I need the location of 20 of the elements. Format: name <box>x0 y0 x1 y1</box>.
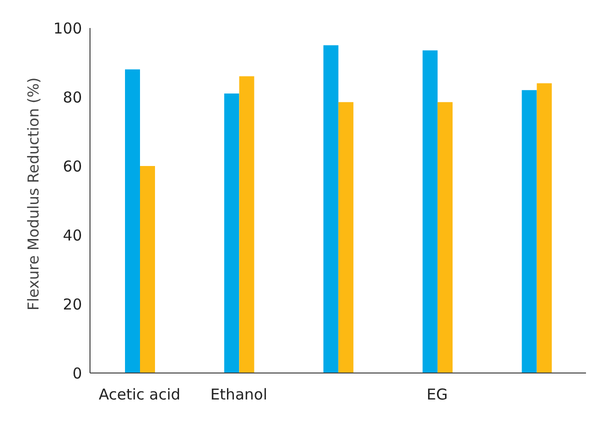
bar <box>438 102 453 373</box>
bar <box>224 94 240 373</box>
x-tick-label: Ethanol <box>210 386 268 404</box>
x-tick-label: EG <box>426 386 448 404</box>
bar <box>125 69 140 373</box>
bar <box>536 83 552 373</box>
y-tick-label: 80 <box>62 88 82 106</box>
bar <box>522 90 537 373</box>
y-tick-label: 100 <box>53 19 82 38</box>
bar <box>140 166 155 373</box>
bar <box>239 76 254 373</box>
y-tick-label: 60 <box>62 157 82 176</box>
y-tick-label: 20 <box>62 295 82 314</box>
y-tick-label: 40 <box>62 226 82 244</box>
bar <box>323 45 338 373</box>
bar <box>338 102 354 373</box>
y-axis-title: Flexure Modulus Reduction (%) <box>24 77 42 310</box>
x-tick-label: Acetic acid <box>98 386 180 404</box>
y-tick-label: 0 <box>72 364 82 382</box>
bar <box>422 50 438 373</box>
